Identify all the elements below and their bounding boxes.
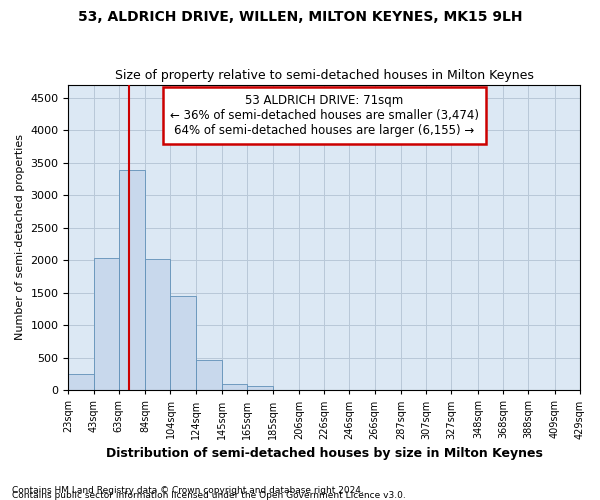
Text: 53, ALDRICH DRIVE, WILLEN, MILTON KEYNES, MK15 9LH: 53, ALDRICH DRIVE, WILLEN, MILTON KEYNES… [78,10,522,24]
Bar [196,360,222,390]
Bar [145,259,170,390]
Text: Contains HM Land Registry data © Crown copyright and database right 2024.: Contains HM Land Registry data © Crown c… [12,486,364,495]
Bar [247,386,272,390]
Bar [94,258,119,390]
X-axis label: Distribution of semi-detached houses by size in Milton Keynes: Distribution of semi-detached houses by … [106,447,542,460]
Text: Contains public sector information licensed under the Open Government Licence v3: Contains public sector information licen… [12,491,406,500]
Title: Size of property relative to semi-detached houses in Milton Keynes: Size of property relative to semi-detach… [115,69,533,82]
Bar [68,374,94,390]
Bar [119,170,145,390]
Y-axis label: Number of semi-detached properties: Number of semi-detached properties [15,134,25,340]
Bar [170,296,196,390]
Bar [222,384,247,390]
Text: 53 ALDRICH DRIVE: 71sqm
← 36% of semi-detached houses are smaller (3,474)
64% of: 53 ALDRICH DRIVE: 71sqm ← 36% of semi-de… [170,94,479,136]
